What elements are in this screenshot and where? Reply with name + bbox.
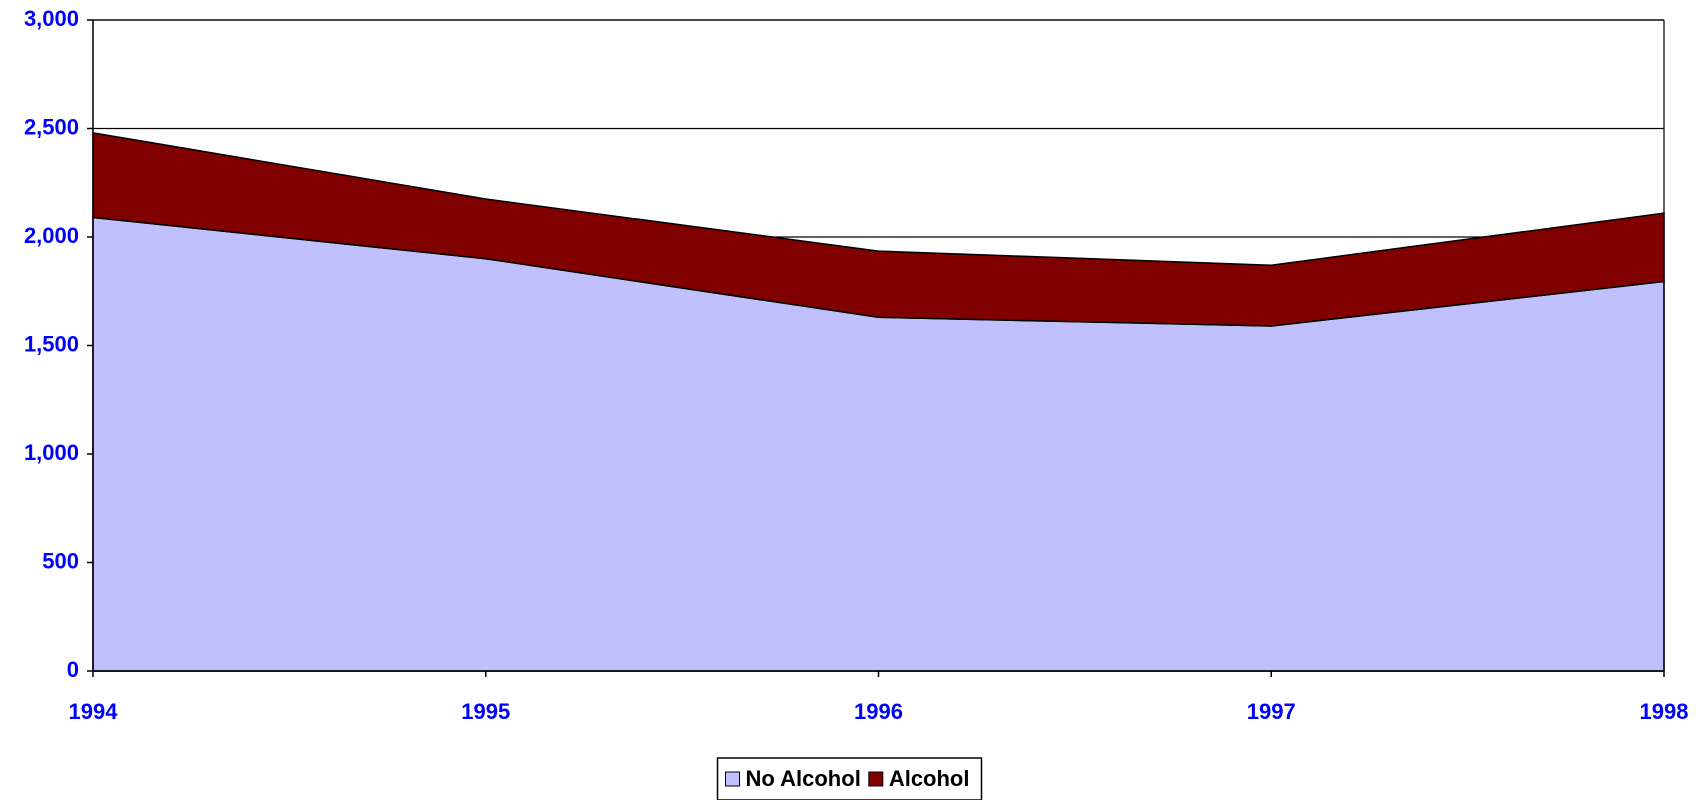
x-tick-label: 1994 xyxy=(69,699,119,724)
y-tick-label: 1,000 xyxy=(24,440,79,465)
x-tick-label: 1997 xyxy=(1247,699,1296,724)
legend-box xyxy=(716,757,983,800)
legend-label: Alcohol xyxy=(889,766,970,791)
y-tick-label: 2,500 xyxy=(24,114,79,139)
x-tick-label: 1998 xyxy=(1640,699,1689,724)
legend-swatch xyxy=(868,771,884,787)
y-tick-label: 3,000 xyxy=(24,6,79,31)
legend: No Alcohol Alcohol xyxy=(716,757,983,800)
y-tick-label: 2,000 xyxy=(24,223,79,248)
legend-label: No Alcohol xyxy=(746,766,861,791)
legend-swatch xyxy=(725,771,741,787)
y-tick-label: 1,500 xyxy=(24,331,79,356)
x-tick-label: 1996 xyxy=(854,699,903,724)
y-tick-label: 500 xyxy=(42,548,79,573)
y-tick-label: 0 xyxy=(67,657,79,682)
x-tick-label: 1995 xyxy=(461,699,510,724)
